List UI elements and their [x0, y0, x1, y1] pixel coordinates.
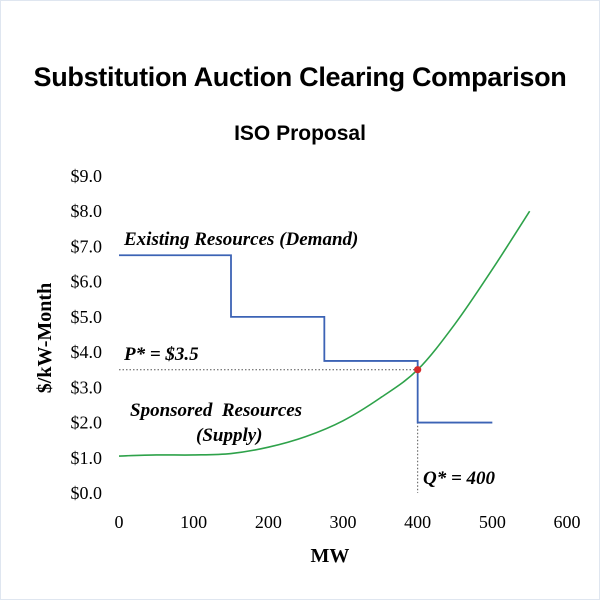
y-tick-label: $8.0: [71, 201, 103, 221]
y-tick-label: $6.0: [71, 272, 103, 292]
x-axis-title: MW: [311, 545, 350, 567]
x-tick-label: 600: [554, 512, 581, 532]
marks-group: [414, 366, 422, 374]
chart-subtitle: ISO Proposal: [234, 122, 366, 145]
x-tick-label: 100: [180, 512, 207, 532]
y-axis-title: $/kW-Month: [34, 283, 56, 393]
y-tick-label: $4.0: [71, 342, 103, 362]
y-tick-label: $0.0: [71, 483, 103, 503]
x-axis-ticks: 0 100 200 300 400 500 600: [115, 512, 581, 532]
chart-title: Substitution Auction Clearing Comparison: [33, 62, 567, 92]
series-group: [118, 210, 531, 457]
demand-step-line: [119, 254, 493, 424]
y-tick-label: $1.0: [71, 448, 103, 468]
x-tick-label: 0: [115, 512, 124, 532]
x-tick-label: 500: [479, 512, 506, 532]
y-tick-label: $7.0: [71, 236, 103, 256]
x-tick-label: 400: [404, 512, 431, 532]
supply-curve-line: [118, 210, 531, 457]
y-tick-label: $9.0: [71, 166, 103, 186]
demand-label: Existing Resources (Demand): [123, 229, 358, 250]
quantity-label: Q* = 400: [423, 468, 496, 489]
supply-label-line1: Sponsored Resources: [130, 400, 302, 421]
clearing-point-marker: [414, 366, 422, 374]
y-tick-label: $3.0: [71, 377, 103, 397]
y-axis-ticks: $0.0 $1.0 $2.0 $3.0 $4.0 $5.0 $6.0 $7.0 $8.0 $9.0: [71, 166, 103, 503]
x-tick-label: 300: [330, 512, 357, 532]
y-tick-label: $2.0: [71, 413, 103, 433]
supply-label-line2: (Supply): [196, 425, 263, 446]
x-tick-label: 200: [255, 512, 282, 532]
price-label: P* = $3.5: [123, 344, 199, 365]
y-tick-label: $5.0: [71, 307, 103, 327]
clearing-guide-lines: [119, 369, 419, 493]
